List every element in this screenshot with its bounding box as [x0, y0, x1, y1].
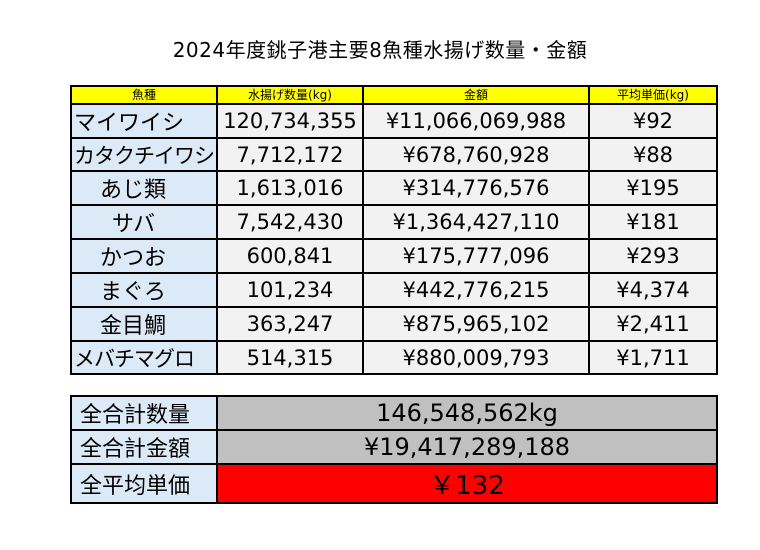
total-amount-value: ¥19,417,289,188 [216, 429, 718, 465]
unit-price-cell: ¥92 [588, 103, 718, 139]
unit-price-cell: ¥195 [588, 170, 718, 206]
unit-price-cell: ¥293 [588, 238, 718, 274]
amount-cell: ¥875,965,102 [362, 306, 590, 342]
table-header-row: 魚種 水揚げ数量(kg) 金額 平均単価(kg) [70, 85, 718, 105]
unit-price-cell: ¥181 [588, 204, 718, 240]
table-row: 金目鯛 363,247 ¥875,965,102 ¥2,411 [70, 306, 718, 342]
unit-price-cell: ¥2,411 [588, 306, 718, 342]
fish-name: 金目鯛 [70, 306, 218, 342]
unit-price-cell: ¥1,711 [588, 340, 718, 375]
table-row: サバ 7,542,430 ¥1,364,427,110 ¥181 [70, 204, 718, 240]
fish-name: あじ類 [70, 170, 218, 206]
amount-cell: ¥678,760,928 [362, 137, 590, 172]
table-row: あじ類 1,613,016 ¥314,776,576 ¥195 [70, 170, 718, 206]
average-unit-price-value: ￥132 [216, 463, 718, 504]
table-row: メバチマグロ 514,315 ¥880,009,793 ¥1,711 [70, 340, 718, 375]
header-unit-price: 平均単価(kg) [588, 85, 718, 105]
fish-table: 魚種 水揚げ数量(kg) 金額 平均単価(kg) マイワイシ 120,734,3… [70, 85, 718, 375]
unit-price-cell: ¥88 [588, 137, 718, 172]
summary-row-average-unit-price: 全平均単価 ￥132 [70, 463, 718, 504]
summary-table: 全合計数量 146,548,562kg 全合計金額 ¥19,417,289,18… [70, 395, 718, 504]
summary-row-total-amount: 全合計金額 ¥19,417,289,188 [70, 429, 718, 465]
quantity-cell: 514,315 [216, 340, 364, 375]
fish-name: マイワイシ [70, 103, 218, 139]
table-row: かつお 600,841 ¥175,777,096 ¥293 [70, 238, 718, 274]
amount-cell: ¥1,364,427,110 [362, 204, 590, 240]
unit-price-cell: ¥4,374 [588, 272, 718, 308]
quantity-cell: 363,247 [216, 306, 364, 342]
amount-cell: ¥11,066,069,988 [362, 103, 590, 139]
header-fish: 魚種 [70, 85, 218, 105]
total-amount-label: 全合計金額 [70, 429, 218, 465]
header-amount: 金額 [362, 85, 590, 105]
amount-cell: ¥314,776,576 [362, 170, 590, 206]
amount-cell: ¥880,009,793 [362, 340, 590, 375]
amount-cell: ¥175,777,096 [362, 238, 590, 274]
amount-cell: ¥442,776,215 [362, 272, 590, 308]
quantity-cell: 101,234 [216, 272, 364, 308]
average-unit-price-label: 全平均単価 [70, 463, 218, 504]
quantity-cell: 7,712,172 [216, 137, 364, 172]
total-quantity-value: 146,548,562kg [216, 395, 718, 431]
page-title: 2024年度銚子港主要8魚種水揚げ数量・金額 [172, 38, 588, 62]
table-row: まぐろ 101,234 ¥442,776,215 ¥4,374 [70, 272, 718, 308]
fish-name: かつお [70, 238, 218, 274]
quantity-cell: 1,613,016 [216, 170, 364, 206]
table-row: カタクチイワシ 7,712,172 ¥678,760,928 ¥88 [70, 137, 718, 172]
table-row: マイワイシ 120,734,355 ¥11,066,069,988 ¥92 [70, 103, 718, 139]
quantity-cell: 7,542,430 [216, 204, 364, 240]
quantity-cell: 120,734,355 [216, 103, 364, 139]
fish-name: サバ [70, 204, 218, 240]
fish-name: メバチマグロ [70, 340, 218, 375]
fish-name: カタクチイワシ [70, 137, 218, 172]
header-quantity: 水揚げ数量(kg) [216, 85, 364, 105]
total-quantity-label: 全合計数量 [70, 395, 218, 431]
summary-row-total-quantity: 全合計数量 146,548,562kg [70, 395, 718, 431]
quantity-cell: 600,841 [216, 238, 364, 274]
fish-name: まぐろ [70, 272, 218, 308]
